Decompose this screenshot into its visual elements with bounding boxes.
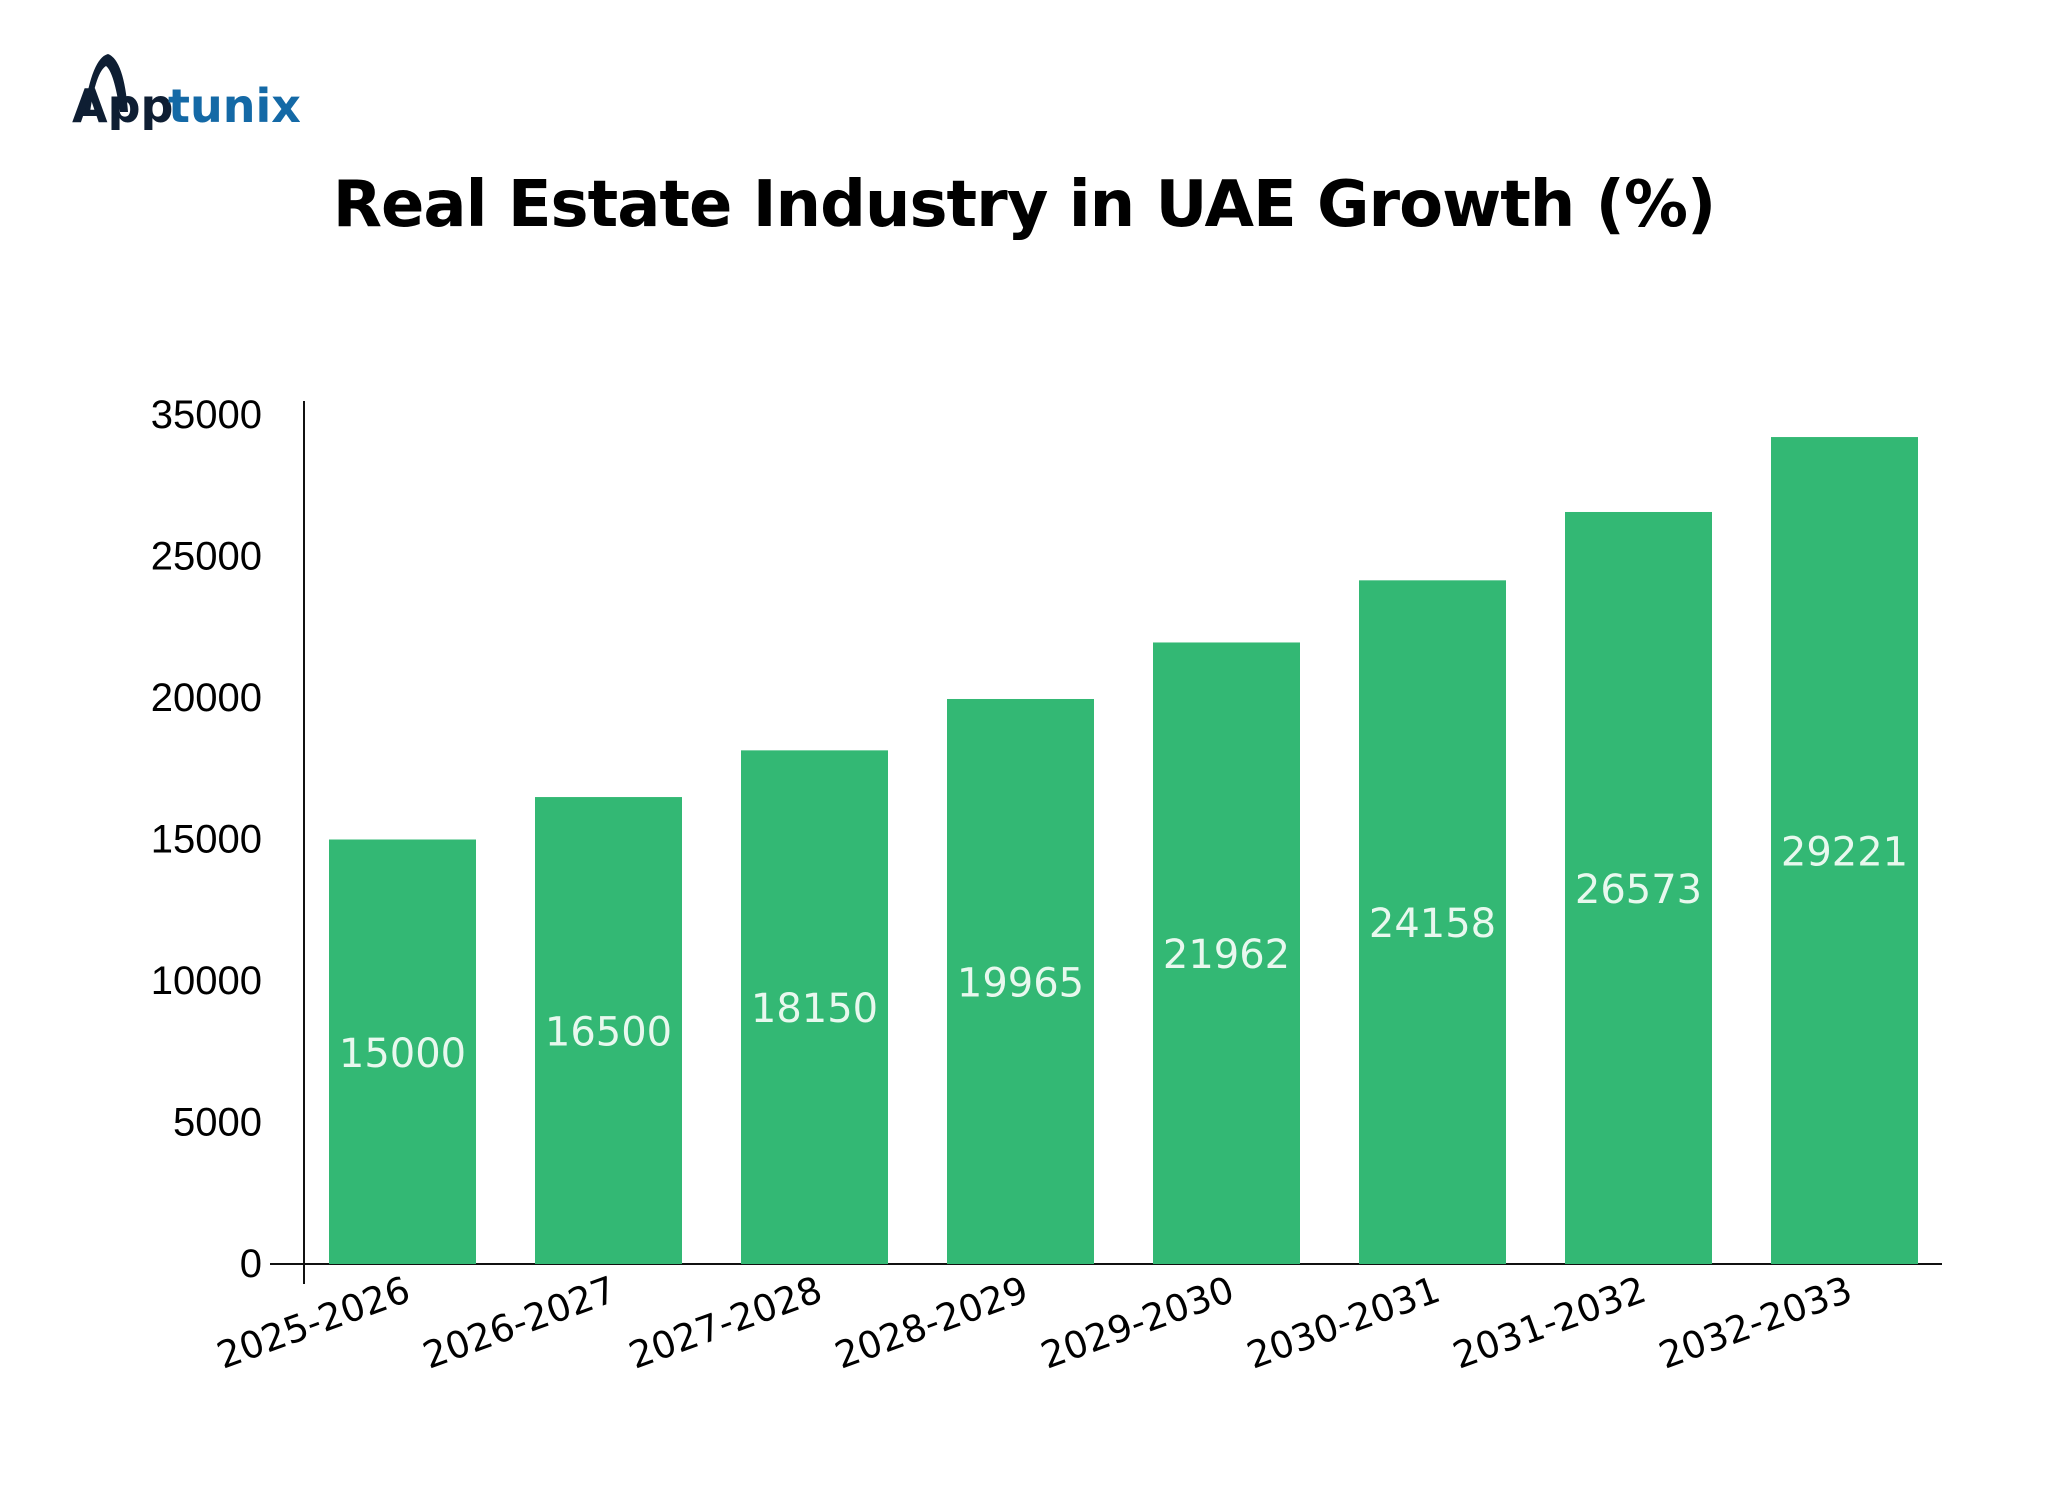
bar-2031-2032 (1565, 511, 1712, 1264)
data-label: 29221 (1781, 830, 1908, 876)
data-label: 21962 (1163, 932, 1290, 978)
x-tick-label: 2029-2030 (1035, 1268, 1239, 1377)
bar-2027-2028 (741, 750, 888, 1264)
chart-title: Real Estate Industry in UAE Growth (%) (332, 168, 1717, 242)
data-label: 18150 (751, 986, 878, 1032)
data-label: 26573 (1575, 867, 1702, 913)
bar-2026-2027 (535, 797, 682, 1264)
y-tick-label: 25000 (151, 535, 262, 579)
y-tick-label: 35000 (151, 393, 262, 437)
svg-text:tunix: tunix (168, 79, 300, 130)
x-tick-label: 2026-2027 (417, 1268, 621, 1377)
bar-2030-2031 (1359, 580, 1506, 1264)
data-label: 16500 (545, 1010, 672, 1056)
data-label: 24158 (1369, 901, 1496, 947)
x-tick-label: 2028-2029 (829, 1268, 1033, 1377)
x-tick-label: 2032-2033 (1653, 1268, 1857, 1377)
y-tick-label: 5000 (173, 1101, 262, 1145)
x-tick-label: 2027-2028 (623, 1268, 827, 1377)
apptunix-logo: App tunix (72, 54, 300, 130)
y-tick-label: 15000 (151, 818, 262, 862)
bar-2028-2029 (947, 698, 1094, 1264)
svg-text:App: App (72, 79, 173, 130)
y-tick-label: 10000 (151, 959, 262, 1003)
x-tick-label: 2031-2032 (1447, 1268, 1651, 1377)
data-label: 19965 (957, 960, 1084, 1006)
bar-2029-2030 (1153, 642, 1300, 1264)
y-tick-label: 20000 (151, 676, 262, 720)
bar-2032-2033 (1771, 437, 1918, 1265)
y-tick-label: 0 (240, 1242, 262, 1286)
x-tick-label: 2030-2031 (1241, 1268, 1445, 1377)
bar-2025-2026 (329, 839, 476, 1264)
data-label: 15000 (339, 1031, 466, 1077)
